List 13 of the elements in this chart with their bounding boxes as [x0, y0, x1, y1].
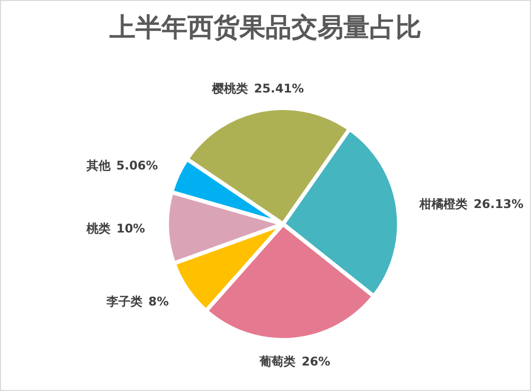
chart-title: 上半年西货果品交易量占比	[108, 13, 422, 43]
slice-label: 柑橘橙类	[418, 197, 468, 212]
slice-label: 葡萄类	[258, 354, 296, 368]
slice-label: 桃类	[85, 222, 110, 236]
data-label: 5.06%	[116, 158, 158, 173]
data-label: 8%	[148, 294, 169, 308]
data-label: 25.41%	[254, 81, 304, 96]
data-label: 26%	[302, 354, 330, 368]
slice-label: 其他	[85, 158, 112, 173]
slice-label: 樱桃类	[210, 81, 248, 96]
data-label: 26.13%	[474, 197, 524, 212]
slice-label: 李子类	[105, 294, 142, 308]
data-label: 10%	[116, 222, 146, 236]
